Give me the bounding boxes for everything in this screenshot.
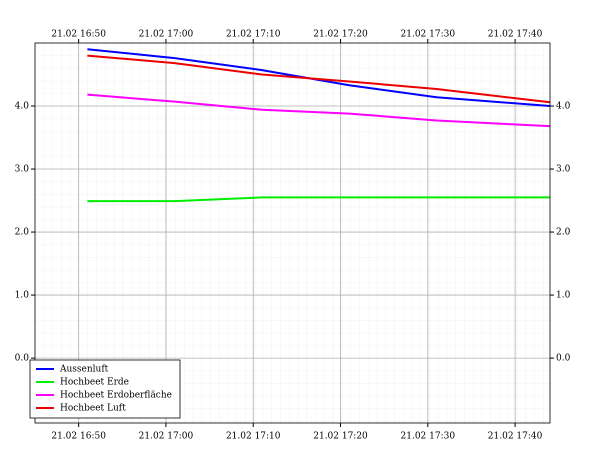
- y-tick-label-right: 4.0: [556, 102, 571, 112]
- legend-label: Hochbeet Erdoberfläche: [60, 391, 172, 401]
- y-tick-label: 0.0: [15, 354, 30, 364]
- x-tick-label: 21.02 16:50: [51, 432, 106, 442]
- legend-label: Hochbeet Luft: [60, 404, 126, 414]
- y-tick-label: 2.0: [15, 228, 30, 238]
- series-line: [87, 54, 551, 104]
- x-tick-label-top: 21.02 17:10: [226, 30, 281, 40]
- y-tick-label: 3.0: [15, 165, 30, 175]
- y-tick-label-right: 2.0: [556, 228, 571, 238]
- x-tick-label-top: 21.02 17:40: [488, 30, 543, 40]
- x-tick-label: 21.02 17:30: [401, 432, 456, 442]
- x-tick-label-top: 21.02 17:20: [313, 30, 368, 40]
- series-line: [87, 93, 551, 128]
- y-tick-label: 4.0: [15, 102, 30, 112]
- series-line: [87, 196, 550, 203]
- x-tick-label-top: 21.02 17:00: [139, 30, 194, 40]
- x-tick-label: 21.02 17:00: [139, 432, 194, 442]
- legend-label: Aussenluft: [59, 365, 109, 375]
- x-tick-label: 21.02 17:10: [226, 432, 281, 442]
- y-tick-label-right: 3.0: [556, 165, 571, 175]
- y-tick-label-right: 1.0: [556, 291, 571, 301]
- y-tick-label: 1.0: [15, 291, 30, 301]
- legend-label: Hochbeet Erde: [60, 378, 129, 388]
- x-tick-label: 21.02 17:20: [313, 432, 368, 442]
- plot-frame: [34, 42, 551, 424]
- x-tick-label: 21.02 17:40: [488, 432, 543, 442]
- x-tick-label-top: 21.02 16:50: [51, 30, 106, 40]
- y-tick-label-right: 0.0: [556, 354, 571, 364]
- legend-box: [29, 359, 181, 419]
- x-tick-label-top: 21.02 17:30: [401, 30, 456, 40]
